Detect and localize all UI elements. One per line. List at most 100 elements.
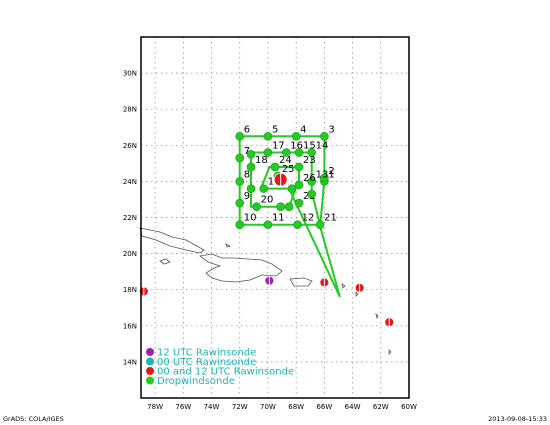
x-tick-label: 76W (175, 403, 191, 411)
dropwindsonde-marker (246, 184, 256, 193)
x-tick-label: 74W (204, 403, 220, 411)
dropwindsonde-marker (263, 131, 273, 141)
dropwindsonde-marker (235, 177, 245, 186)
dropwindsonde-marker (307, 189, 316, 199)
dropwindsonde-marker (276, 202, 285, 211)
dropwindsonde-label: 5 (272, 124, 278, 135)
dropwindsonde-label: 7 (244, 146, 250, 157)
dropwindsonde-marker (315, 220, 325, 230)
y-axis-labels: 14N 16N 18N 20N 22N 24N 26N 28N 30N (123, 70, 137, 367)
dropwindsonde-label: 18 (255, 155, 268, 166)
puerto-rico-coast (289, 277, 313, 287)
dropwindsonde-marker (263, 220, 273, 230)
legend-marker (146, 357, 154, 366)
dropwindsonde-label: 6 (244, 124, 250, 135)
legend-label: 12 UTC Rawinsonde (157, 348, 256, 359)
y-tick-label: 28N (123, 106, 137, 114)
dropwindsonde-label: 13 (316, 169, 329, 180)
x-tick-label: 60W (401, 403, 417, 411)
dropwindsonde-marker (281, 148, 291, 157)
dropwindsonde-marker (246, 162, 256, 172)
dropwindsonde-label: 14 (316, 141, 329, 152)
y-tick-label: 14N (123, 358, 137, 366)
hispaniola-coast (199, 253, 283, 283)
dropwindsonde-marker (235, 198, 245, 208)
dropwindsonde-label: 23 (303, 155, 316, 166)
dropwindsonde-marker (270, 162, 280, 172)
dropwindsonde-label: 12 (302, 213, 315, 224)
legend-label: 00 and 12 UTC Rawinsonde (157, 367, 294, 378)
rawinsonde-markers (138, 172, 395, 328)
dropwindsonde-label: 10 (244, 213, 257, 224)
coastlines (139, 227, 392, 355)
dropwindsonde-label: 21 (324, 213, 337, 224)
dropwindsonde-marker (235, 153, 245, 163)
dropwindsonde-marker (294, 198, 304, 208)
x-tick-label: 72W (232, 403, 248, 411)
dropwindsonde-label: 19 (268, 177, 281, 188)
y-tick-label: 30N (123, 70, 137, 78)
island (355, 291, 359, 297)
dropwindsonde-label: 16 (290, 141, 303, 152)
legend-marker (146, 348, 154, 356)
dropwindsonde-label: 26 (303, 173, 316, 184)
legend-marker (146, 376, 154, 385)
dropwindsonde-marker (263, 148, 273, 157)
y-tick-label: 26N (123, 142, 137, 150)
x-tick-label: 64W (345, 403, 361, 411)
dropwindsonde-marker (252, 202, 261, 211)
legend-label: Dropwindsonde (157, 376, 235, 387)
dropwindsonde-marker (294, 148, 304, 157)
dropwindsonde-marker (307, 148, 316, 157)
dropwindsonde-marker (246, 150, 256, 159)
dropwindsonde-label: 25 (282, 164, 295, 175)
dropwindsonde-label: 8 (244, 169, 250, 180)
x-tick-label: 78W (147, 403, 163, 411)
footer-right: 2013-09-08-15:33 (488, 415, 547, 423)
legend-label: 00 UTC Rawinsonde (157, 357, 256, 368)
island (375, 312, 379, 320)
dropwindsonde-marker (320, 173, 329, 183)
dropwindsonde-marker (293, 220, 302, 230)
dropwindsonde-marker (259, 184, 269, 193)
x-tick-label: 70W (260, 403, 276, 411)
jamaica-coast (159, 258, 171, 265)
dropwindsonde-label: 11 (272, 213, 285, 224)
dropwindsonde-marker (307, 177, 316, 186)
y-tick-label: 16N (123, 322, 137, 330)
dropwindsonde-marker (320, 131, 329, 141)
x-tick-label: 68W (288, 403, 304, 411)
x-axis-labels: 78W 76W 74W 72W 70W 68W 66W 64W 62W 60W (147, 403, 417, 411)
legend-marker (146, 367, 154, 375)
dropwindsonde-label: 3 (328, 124, 334, 135)
footer-left: GrADS: COLA/IGES (3, 415, 64, 423)
map-frame (140, 36, 410, 399)
dropwindsonde-marker (291, 131, 301, 141)
dropwindsonde-label: 2 (328, 166, 334, 177)
dropwindsonde-marker (294, 162, 304, 172)
dropwindsonde-label: 9 (244, 191, 250, 202)
dropwindsonde-label: 4 (300, 124, 306, 135)
y-tick-label: 18N (123, 286, 137, 294)
dropwindsonde-marker (294, 180, 304, 190)
y-tick-label: 24N (123, 178, 137, 186)
dropwindsonde-marker (287, 184, 297, 193)
y-tick-label: 22N (123, 214, 137, 222)
cuba-coast (139, 227, 205, 254)
island (341, 283, 346, 289)
dropwindsonde-marker (235, 131, 245, 141)
dropwindsonde-label: 20 (261, 195, 274, 206)
dropwindsonde-marker (235, 220, 245, 230)
x-tick-label: 66W (316, 403, 332, 411)
dropwindsonde-label: 17 (272, 141, 285, 152)
dropwindsonde-marker (284, 202, 294, 211)
dropwindsonde-label: 1 (328, 169, 334, 180)
x-tick-label: 62W (373, 403, 389, 411)
y-tick-label: 20N (123, 250, 137, 258)
dropwindsonde-label: 24 (279, 155, 292, 166)
dropwindsonde-markers: 1234567891011122114151617182423132622192… (235, 124, 337, 230)
dropwindsonde-label: 15 (303, 141, 316, 152)
island (225, 243, 232, 248)
